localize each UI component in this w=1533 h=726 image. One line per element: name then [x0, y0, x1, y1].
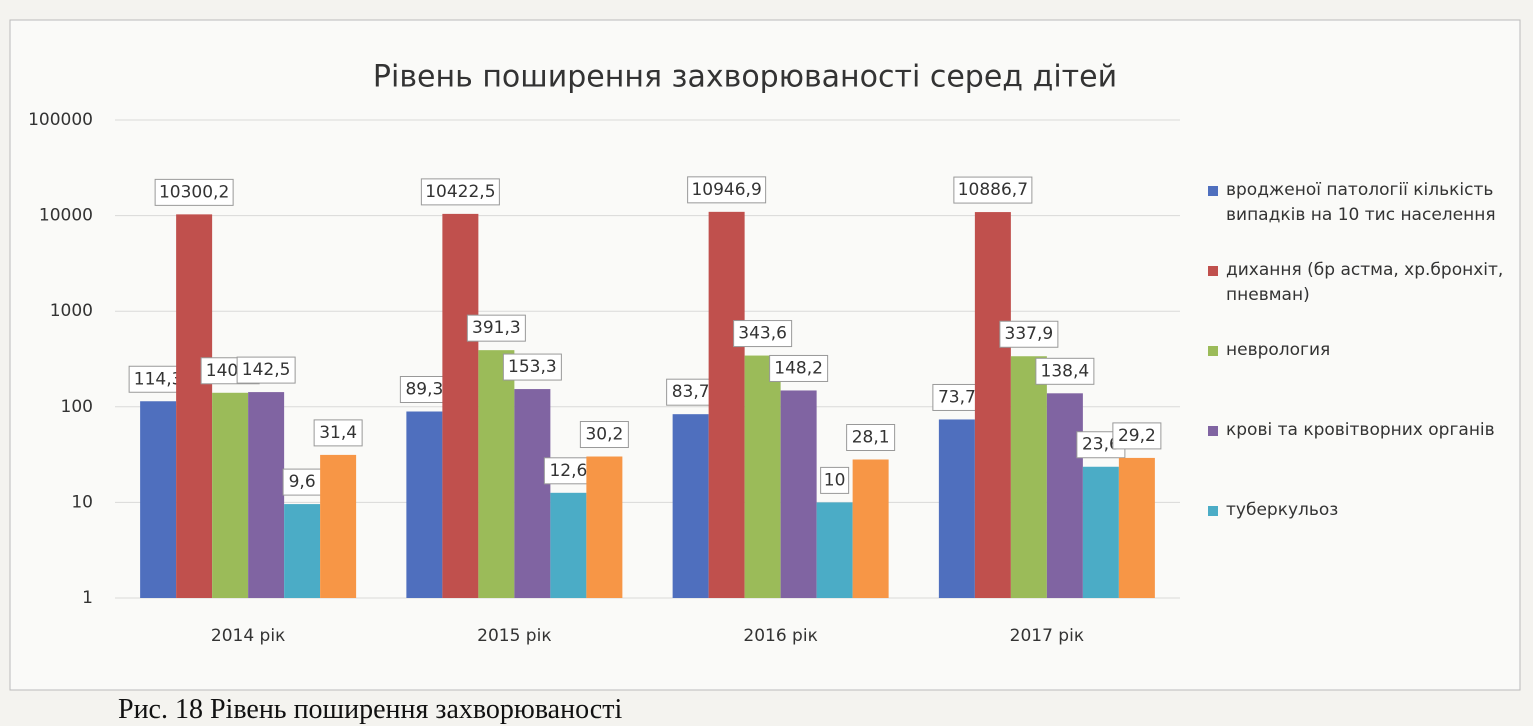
legend-swatch	[1208, 506, 1218, 516]
bar	[708, 211, 745, 599]
caption: Рис. 18 Рівень поширення захворюваності	[118, 694, 623, 725]
bar	[140, 401, 177, 598]
value-label-box	[1112, 422, 1162, 450]
bar	[852, 459, 889, 598]
bar	[514, 389, 551, 598]
value-label-box	[733, 320, 793, 348]
bar	[974, 212, 1011, 598]
y-tick-label: 10000	[39, 206, 93, 226]
bar	[586, 456, 623, 598]
legend-item: туберкульоз	[1208, 498, 1523, 578]
legend-label: дихання (бр астма, хр.бронхіт, пневман)	[1226, 260, 1504, 305]
legend-label: вродженої патології кількість випадків н…	[1226, 180, 1496, 225]
value-label: 10422,5	[425, 182, 495, 202]
value-label-box	[687, 176, 767, 204]
legend-swatch	[1208, 426, 1218, 436]
legend-item: вродженої патології кількість випадків н…	[1208, 178, 1523, 258]
value-label-box	[1035, 357, 1095, 385]
bar	[1046, 393, 1083, 598]
bar	[406, 411, 443, 598]
value-label: 343,6	[738, 324, 787, 344]
value-label-box	[999, 320, 1059, 348]
bar	[212, 392, 249, 598]
bar	[442, 213, 479, 598]
x-tick-label: 2014 рік	[211, 626, 285, 646]
value-label-box	[820, 466, 850, 494]
value-label: 23,6	[1082, 435, 1120, 455]
legend-swatch	[1208, 186, 1218, 196]
value-label-box	[502, 353, 562, 381]
value-label-box	[953, 176, 1033, 204]
value-label: 31,4	[319, 423, 357, 443]
value-label: 29,2	[1118, 426, 1156, 446]
legend-item: крові та кровітворних органів	[1208, 418, 1523, 498]
legend-label: неврология	[1226, 340, 1331, 360]
value-label: 12,6	[549, 461, 587, 481]
value-label: 337,9	[1005, 324, 1054, 344]
value-label: 10300,2	[159, 182, 229, 202]
legend: вродженої патології кількість випадків н…	[1208, 178, 1523, 578]
value-label: 10	[824, 470, 846, 490]
bar	[284, 504, 321, 598]
bar	[1082, 466, 1119, 598]
value-label-box	[769, 354, 829, 382]
legend-label: туберкульоз	[1226, 500, 1339, 520]
bar	[1010, 356, 1047, 598]
value-label: 153,3	[508, 357, 557, 377]
bar	[938, 419, 975, 598]
y-tick-label: 1	[82, 588, 93, 608]
value-label-box	[466, 314, 526, 342]
y-tick-label: 1000	[50, 301, 93, 321]
value-label: 138,4	[1041, 361, 1090, 381]
legend-swatch	[1208, 346, 1218, 356]
bar	[780, 390, 817, 598]
x-tick-label: 2017 рік	[1010, 626, 1084, 646]
value-label-box	[932, 383, 982, 411]
x-tick-label: 2016 рік	[743, 626, 817, 646]
value-label: 391,3	[472, 318, 521, 338]
value-label: 9,6	[289, 472, 316, 492]
value-label-box	[154, 178, 234, 206]
legend-item: неврология	[1208, 338, 1523, 418]
legend-item: дихання (бр астма, хр.бронхіт, пневман)	[1208, 258, 1523, 338]
chart-title: Рівень поширення захворюваності серед ді…	[373, 60, 1117, 95]
value-label: 89,3	[405, 379, 443, 399]
value-label: 10886,7	[958, 180, 1028, 200]
value-label-box	[282, 468, 322, 496]
bar	[672, 414, 709, 598]
legend-label: крові та кровітворних органів	[1226, 420, 1495, 440]
bar	[550, 492, 587, 598]
value-label-box	[236, 356, 296, 384]
legend-swatch	[1208, 266, 1218, 276]
y-tick-label: 10	[71, 492, 93, 512]
value-label: 83,7	[672, 382, 710, 402]
bar	[320, 454, 357, 598]
value-label-box	[666, 378, 716, 406]
bar	[816, 502, 853, 598]
value-label: 28,1	[852, 428, 890, 448]
bar	[744, 355, 781, 598]
value-label-box	[543, 457, 593, 485]
value-label: 142,5	[242, 360, 291, 380]
value-label: 30,2	[585, 425, 623, 445]
value-label-box	[420, 178, 500, 206]
value-label-box	[579, 421, 629, 449]
value-label: 148,2	[774, 358, 823, 378]
value-label-box	[313, 419, 363, 447]
x-tick-label: 2015 рік	[477, 626, 551, 646]
y-tick-label: 100000	[28, 110, 93, 130]
y-tick-label: 100	[61, 397, 93, 417]
bar	[1118, 457, 1155, 598]
value-label-box	[846, 424, 896, 452]
value-label-box	[399, 375, 449, 403]
value-label: 73,7	[938, 387, 976, 407]
value-label: 114,3	[134, 369, 183, 389]
bar	[176, 214, 213, 598]
bar	[478, 350, 515, 598]
value-label: 10946,9	[691, 180, 761, 200]
bar	[248, 392, 285, 598]
